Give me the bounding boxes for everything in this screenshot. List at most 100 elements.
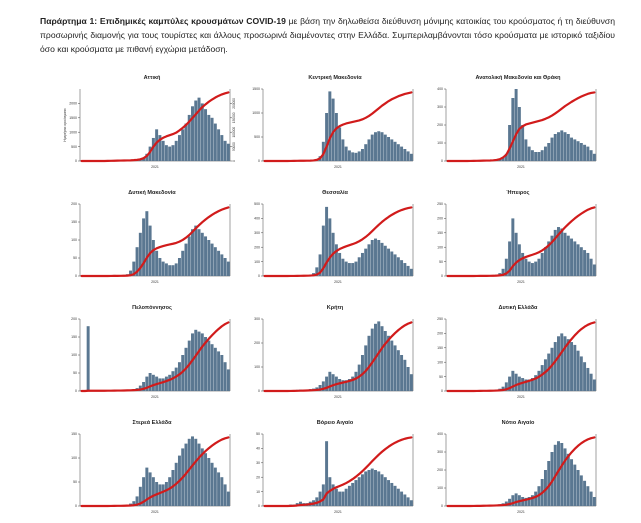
bar [387,137,391,161]
bar [299,501,302,506]
bar [530,495,534,506]
bar [360,149,364,161]
bar [553,342,557,391]
bar [521,125,525,161]
bar [155,250,159,276]
bar [191,436,194,506]
bar [524,139,528,161]
bar [351,152,355,161]
bar [148,146,152,161]
bar [210,243,214,276]
cumulative-line [80,436,230,508]
y-tick-label: 0 [75,504,77,508]
bar [540,252,544,276]
bar [557,227,560,276]
bar [550,347,554,391]
y-tick-label: 1000 [252,111,260,115]
y-tick-label: 150 [71,432,77,436]
chart-panel: Ήπειρος 0 50 100 150 200 250 2021 [428,190,608,292]
bar [194,329,198,391]
bar [151,240,155,276]
y-tick-label: 200 [71,317,77,321]
y-tick-label: 50 [73,480,77,484]
bar [325,441,329,506]
bar [142,218,146,276]
bar [377,240,381,276]
bar [171,145,175,161]
y-tick-label: 200 [437,468,443,472]
bar [586,146,590,161]
bar [406,497,410,506]
bar [191,333,194,391]
bar [370,328,374,391]
y-tick-label: 0 [258,389,260,393]
bar [537,152,541,161]
bar [589,150,593,161]
y2-tick-label: 50000 [232,142,236,151]
bar [508,498,512,506]
chart-panel: Δυτική Μακεδονία 0 50 100 150 200 2021 [62,190,242,292]
y-tick-label: 1500 [252,87,260,91]
bar [331,374,335,391]
bar [579,143,583,161]
y-tick-label: 100 [71,353,77,357]
bar [393,485,397,506]
bar [367,470,371,506]
bar [514,232,518,276]
chart-svg: 0 100 200 300 2021 [254,317,414,399]
bar [328,91,332,161]
bar [380,242,384,276]
y2-tick-label: 0 [232,160,236,162]
bar [207,340,211,391]
bar [351,376,355,391]
bar [396,350,400,391]
bar [344,146,348,161]
bar [583,144,587,161]
bar [197,229,201,276]
bar [171,371,175,391]
x-axis-label: 2021 [151,165,159,169]
y-tick-label: 100 [437,360,443,364]
bar [204,337,208,391]
bar [148,225,152,276]
bar [501,268,505,276]
bar [563,448,567,506]
bar [377,321,381,391]
bar [563,132,567,161]
y-tick-label: 150 [71,335,77,339]
bar [357,477,361,506]
bar [325,113,329,161]
bar [524,258,528,276]
y-tick-label: 500 [254,202,260,206]
bar [396,257,400,276]
bar [557,132,560,161]
bar [213,123,217,161]
y-tick-label: 0 [75,274,77,278]
bar [187,236,191,276]
bar [220,355,224,391]
bar [547,461,551,506]
bar [360,474,364,506]
bar [194,225,198,276]
bar [586,367,590,391]
bar [132,501,136,506]
chart-title: Ανατολική Μακεδονία και Θράκη [475,75,561,81]
x-axis-label: 2021 [517,395,525,399]
bar [387,335,391,391]
bar [197,443,201,506]
bar [540,365,544,391]
bar [387,248,391,276]
bar [341,380,345,391]
chart-panel: Ανατολική Μακεδονία και Θράκη 0 100 200 300 4… [428,75,608,177]
bar [547,241,551,276]
bar [145,153,149,161]
y-tick-label: 150 [437,346,443,350]
bar [370,240,374,276]
bar [142,382,146,391]
bar [321,484,325,506]
bar [511,218,515,276]
bar [409,500,413,506]
bar [354,152,358,161]
cumulative-line [263,321,413,393]
bar [334,244,338,276]
